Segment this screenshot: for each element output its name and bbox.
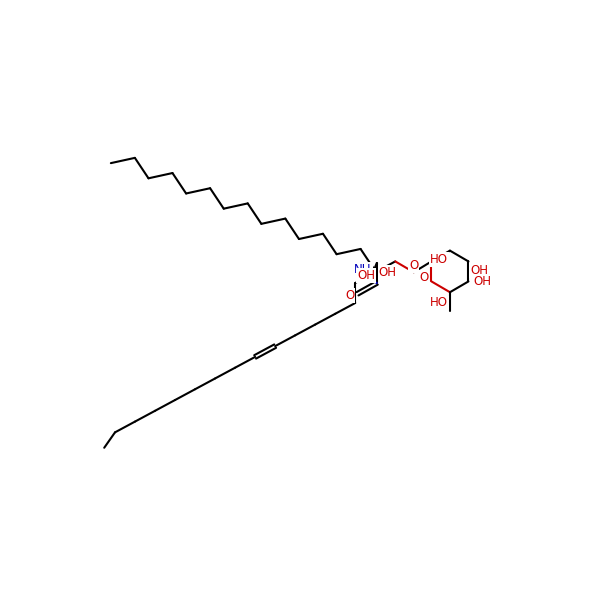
Text: O: O bbox=[409, 259, 418, 272]
Text: OH: OH bbox=[379, 266, 397, 278]
Text: O: O bbox=[345, 289, 355, 302]
Text: NH: NH bbox=[354, 263, 371, 277]
Text: HO: HO bbox=[430, 296, 448, 310]
Text: HO: HO bbox=[430, 253, 448, 266]
Text: OH: OH bbox=[357, 269, 375, 282]
Text: O: O bbox=[419, 271, 428, 284]
Text: OH: OH bbox=[470, 264, 488, 277]
Text: OH: OH bbox=[473, 275, 491, 288]
